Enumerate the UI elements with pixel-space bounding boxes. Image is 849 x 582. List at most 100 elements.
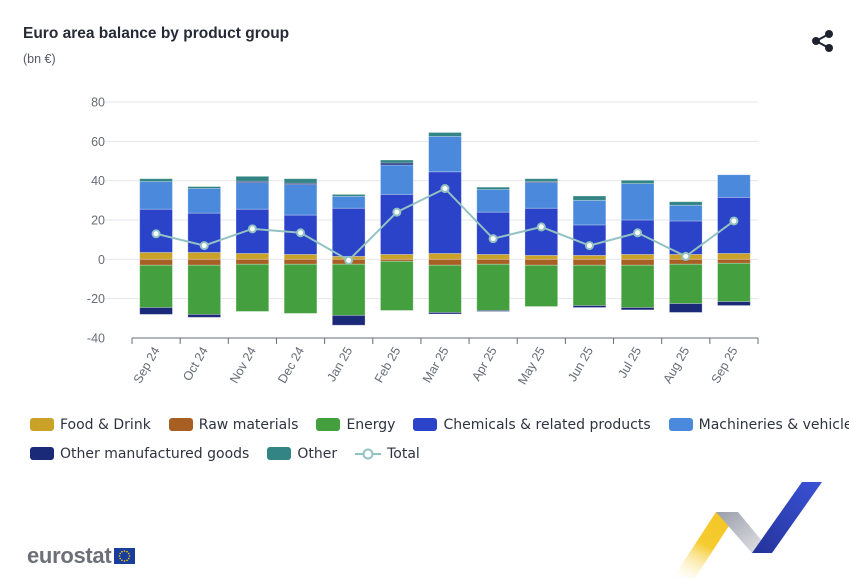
total-point-sep-25 xyxy=(729,216,739,226)
bar-other-may-25 xyxy=(524,178,559,183)
bar-food-drink-dec-24 xyxy=(283,254,318,260)
bar-machineries-vehicles-jul-25 xyxy=(620,183,655,221)
legend-item-food-drink[interactable]: Food & Drink xyxy=(30,417,151,433)
bar-raw-materials-sep-25 xyxy=(717,258,751,264)
y-tick-label: 0 xyxy=(98,253,105,267)
bar-other-manufactured-goods-sep-24 xyxy=(139,307,173,315)
legend-label: Other xyxy=(297,445,338,462)
bar-machineries-vehicles-feb-25 xyxy=(380,164,414,195)
bar-machineries-vehicles-nov-24 xyxy=(235,182,270,210)
bar-energy-may-25 xyxy=(524,264,559,307)
legend-swatch xyxy=(168,418,193,431)
y-tick-label: 20 xyxy=(91,214,105,228)
bar-energy-sep-25 xyxy=(717,262,751,303)
bar-other-manufactured-goods-jun-25 xyxy=(572,305,607,308)
bar-food-drink-sep-25 xyxy=(717,253,751,260)
y-tick-label: -40 xyxy=(87,332,105,346)
total-point-dec-24 xyxy=(296,228,306,238)
bar-machineries-vehicles-aug-25 xyxy=(668,204,703,222)
bar-raw-materials-oct-24 xyxy=(187,258,222,266)
bar-machineries-vehicles-apr-25 xyxy=(476,189,510,213)
eurostat-logo[interactable]: eurostat xyxy=(27,543,136,569)
bar-other-aug-25 xyxy=(668,201,703,206)
bar-raw-materials-jul-25 xyxy=(620,258,655,266)
bar-raw-materials-mar-25 xyxy=(428,258,462,266)
bar-other-oct-24 xyxy=(187,186,222,189)
x-tick-label: May 25 xyxy=(515,344,548,387)
legend-line-marker-icon xyxy=(355,448,382,459)
y-tick-label: -20 xyxy=(87,292,105,306)
logo-text: eurostat xyxy=(27,543,112,568)
bar-other-manufactured-goods-jan-25 xyxy=(331,314,366,326)
bar-energy-nov-24 xyxy=(235,263,270,312)
x-tick-label: Jun 25 xyxy=(565,344,596,384)
legend-label: Food & Drink xyxy=(60,416,151,433)
legend-label: Energy xyxy=(346,416,396,433)
x-tick-label: Dec 24 xyxy=(275,344,307,385)
bar-machineries-vehicles-oct-24 xyxy=(187,188,222,214)
bar-other-manufactured-goods-apr-25 xyxy=(476,310,510,312)
bar-chemicals-related-products-apr-25 xyxy=(476,211,510,255)
bar-energy-dec-24 xyxy=(283,263,318,314)
bar-other-feb-25 xyxy=(380,159,414,164)
bar-other-manufactured-goods-mar-25 xyxy=(428,312,462,315)
y-tick-label: 60 xyxy=(91,135,105,149)
legend-item-machineries[interactable]: Machineries & vehicles xyxy=(668,416,849,433)
legend-swatch xyxy=(30,418,54,431)
bar-machineries-vehicles-sep-25 xyxy=(717,174,751,198)
bar-raw-materials-may-25 xyxy=(524,258,559,266)
legend-item-other-manufactured[interactable]: Other manufactured goods xyxy=(30,446,249,462)
bar-energy-aug-25 xyxy=(668,263,703,304)
bar-other-manufactured-goods-sep-25 xyxy=(717,301,751,306)
total-point-jan-25 xyxy=(344,255,354,265)
bar-raw-materials-apr-25 xyxy=(476,258,510,265)
legend-swatch xyxy=(267,447,292,460)
x-tick-label: Oct 24 xyxy=(180,344,211,383)
legend-item-other[interactable]: Other xyxy=(267,446,337,462)
x-tick-label: Nov 24 xyxy=(227,344,259,385)
legend-label: Other manufactured goods xyxy=(60,445,250,462)
legend-swatch xyxy=(30,447,54,460)
eu-flag-icon xyxy=(114,548,136,564)
total-point-nov-24 xyxy=(247,224,257,234)
bar-other-apr-25 xyxy=(476,186,510,190)
bar-other-jun-25 xyxy=(572,195,607,201)
chart-plot: 80 60 40 20 0 -20 -40 Sep 24 Oct 24 Nov 24 Dec 24 J… xyxy=(87,96,759,387)
bar-raw-materials-jun-25 xyxy=(572,258,607,266)
legend-item-chemicals[interactable]: Chemicals & related products xyxy=(413,416,651,433)
legend-item-raw-materials[interactable]: Raw materials xyxy=(168,417,298,433)
share-icon[interactable] xyxy=(809,28,837,54)
bar-other-dec-24 xyxy=(283,178,318,184)
x-tick-label: Apr 25 xyxy=(469,344,500,383)
total-point-aug-25 xyxy=(681,251,691,261)
chart-title: Euro area balance by product group xyxy=(23,25,290,42)
bar-other-sep-24 xyxy=(139,178,173,183)
bar-food-drink-nov-24 xyxy=(235,253,270,260)
chart-subtitle: (bn €) xyxy=(23,52,56,66)
bar-food-drink-mar-25 xyxy=(428,253,462,260)
legend-label: Chemicals & related products xyxy=(443,416,651,433)
bar-energy-sep-24 xyxy=(139,264,173,308)
bar-food-drink-feb-25 xyxy=(380,254,414,260)
x-tick-label: Sep 24 xyxy=(131,344,163,385)
bar-chemicals-related-products-aug-25 xyxy=(668,220,703,255)
x-tick-label: Aug 25 xyxy=(660,344,692,385)
bar-other-manufactured-goods-aug-25 xyxy=(668,303,703,313)
bar-energy-jan-25 xyxy=(331,263,366,316)
legend-item-total[interactable]: Total xyxy=(355,446,420,462)
x-tick-label: Sep 25 xyxy=(709,344,741,385)
bar-food-drink-jul-25 xyxy=(620,254,655,260)
legend-label: Machineries & vehicles xyxy=(698,416,849,433)
x-tick-label: Mar 25 xyxy=(420,344,452,385)
brand-decoration-icon xyxy=(673,482,822,578)
bar-energy-jun-25 xyxy=(572,264,607,306)
total-point-oct-24 xyxy=(199,241,209,251)
bar-machineries-vehicles-jun-25 xyxy=(572,199,607,226)
legend-item-energy[interactable]: Energy xyxy=(316,417,395,433)
bar-other-manufactured-goods-oct-24 xyxy=(187,313,222,318)
bar-raw-materials-sep-24 xyxy=(139,258,173,266)
y-tick-label: 80 xyxy=(91,96,105,110)
legend-swatch xyxy=(413,418,438,431)
bar-food-drink-jun-25 xyxy=(572,254,607,260)
total-point-apr-25 xyxy=(488,234,498,244)
